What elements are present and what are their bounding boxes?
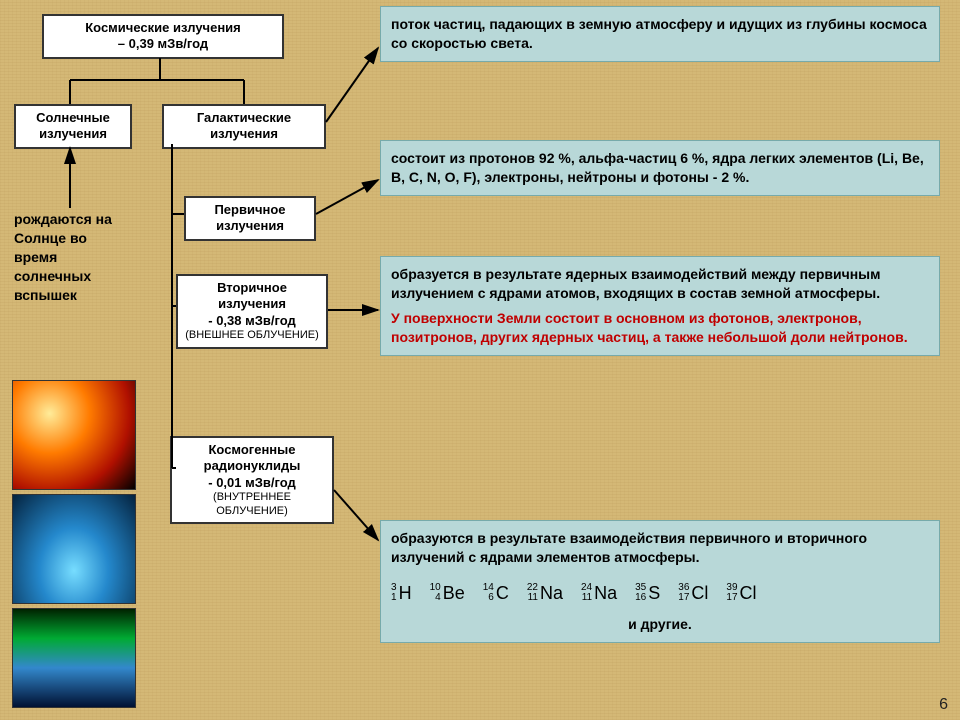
info-composition: состоит из протонов 92 %, альфа-частиц 6… bbox=[380, 140, 940, 196]
primary-box: Первичное излучения bbox=[184, 196, 316, 241]
info-secondary: образуется в результате ядерных взаимоде… bbox=[380, 256, 940, 356]
info-composition-text: состоит из протонов 92 %, альфа-частиц 6… bbox=[391, 150, 924, 185]
info-secondary-text: образуется в результате ядерных взаимоде… bbox=[391, 265, 929, 303]
info-flux-text: поток частиц, падающих в земную атмосфер… bbox=[391, 16, 927, 51]
cosmogenic-note: (ВНУТРЕННЕЕ ОБЛУЧЕНИЕ) bbox=[178, 491, 326, 519]
isotope: 3917Cl bbox=[726, 581, 756, 605]
secondary-value: - 0,38 мЗв/год bbox=[184, 313, 320, 329]
info-cosmogenic-text: образуются в результате взаимодействия п… bbox=[391, 529, 929, 567]
root-value: – 0,39 мЗв/год bbox=[50, 36, 276, 52]
isotope-others: и другие. bbox=[391, 615, 929, 634]
isotope: 2411Na bbox=[581, 581, 617, 605]
solar-box: Солнечные излучения bbox=[14, 104, 132, 149]
galactic-box: Галактические излучения bbox=[162, 104, 326, 149]
info-cosmogenic: образуются в результате взаимодействия п… bbox=[380, 520, 940, 643]
isotope: 3617Cl bbox=[678, 581, 708, 605]
secondary-note: (ВНЕШНЕЕ ОБЛУЧЕНИЕ) bbox=[184, 329, 320, 343]
magnetosphere-image bbox=[12, 494, 136, 604]
primary-title: Первичное излучения bbox=[192, 202, 308, 235]
isotope-list: 31H 104Be 146C 2211Na 2411Na 3516S 3617Cl 3917C… bbox=[391, 581, 929, 605]
isotope: 2211Na bbox=[527, 581, 563, 605]
secondary-title: Вторичное излучения bbox=[184, 280, 320, 313]
galactic-title: Галактические излучения bbox=[170, 110, 318, 143]
sun-image bbox=[12, 380, 136, 490]
info-secondary-red: У поверхности Земли состоит в основном и… bbox=[391, 309, 929, 347]
root-title: Космические излучения bbox=[50, 20, 276, 36]
cosmogenic-box: Космогенные радионуклиды - 0,01 мЗв/год … bbox=[170, 436, 334, 524]
earth-image bbox=[12, 608, 136, 708]
cosmogenic-title: Космогенные радионуклиды bbox=[178, 442, 326, 475]
solar-title: Солнечные излучения bbox=[22, 110, 124, 143]
root-box: Космические излучения – 0,39 мЗв/год bbox=[42, 14, 284, 59]
isotope: 3516S bbox=[635, 581, 660, 605]
isotope: 146C bbox=[483, 581, 509, 605]
info-flux: поток частиц, падающих в земную атмосфер… bbox=[380, 6, 940, 62]
cosmogenic-value: - 0,01 мЗв/год bbox=[178, 475, 326, 491]
isotope: 31H bbox=[391, 581, 412, 605]
solar-note: рождаются на Солнце во время солнечных в… bbox=[14, 210, 134, 304]
secondary-box: Вторичное излучения - 0,38 мЗв/год (ВНЕШ… bbox=[176, 274, 328, 349]
isotope: 104Be bbox=[430, 581, 465, 605]
page-number: 6 bbox=[939, 696, 948, 714]
